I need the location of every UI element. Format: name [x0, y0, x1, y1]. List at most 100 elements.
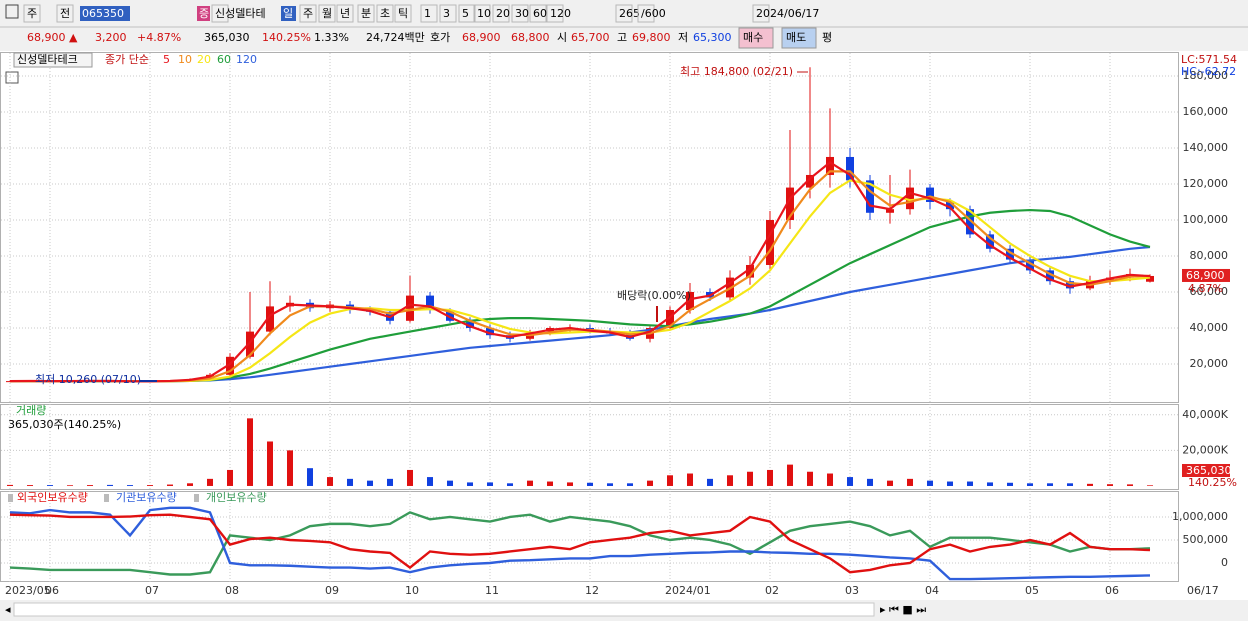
x-tick-label: 02 [765, 584, 779, 597]
y-tick-label: 1,000,000 [1172, 510, 1228, 523]
table-icon[interactable] [5, 71, 19, 84]
toolbar-item[interactable]: 265 [619, 7, 640, 20]
legend-box [13, 52, 93, 68]
quote-item[interactable]: 매도 [786, 31, 806, 44]
quote-item: 68,900 ▲ [27, 31, 78, 44]
scroll-left[interactable]: ◂ [5, 603, 11, 616]
toolbar-button [357, 4, 375, 23]
volume-bar [107, 484, 113, 486]
quote-item: 저 [678, 31, 688, 44]
annotation-dividend: 배당락(0.00%) [617, 289, 691, 302]
volume-bar [727, 475, 733, 486]
last-price-box [1182, 268, 1230, 282]
y-tick-label: 80,000 [1190, 249, 1229, 262]
series-line [9, 506, 1151, 581]
candle-body [1146, 275, 1154, 282]
toolbar-item[interactable]: 3 [443, 7, 450, 20]
volume-bar [7, 484, 13, 486]
toolbar-button [473, 4, 491, 23]
volume-bar [287, 450, 293, 486]
toolbar-item[interactable]: 60 [533, 7, 547, 20]
toolbar-button [752, 4, 770, 23]
toolbar-item[interactable]: 분 [361, 7, 371, 20]
volume-bar [327, 477, 333, 486]
window-icon[interactable] [5, 4, 19, 19]
toolbar-item[interactable]: 신성델타테 [215, 7, 266, 20]
toolbar-item[interactable]: 10 [477, 7, 491, 20]
volume-bar [407, 469, 413, 486]
toolbar-item[interactable]: 주 [27, 7, 37, 20]
quote-item[interactable]: 매수 [743, 31, 763, 44]
volume-bar [747, 471, 753, 486]
toolbar-button [299, 4, 317, 23]
y-tick-label: 180,000 [1183, 69, 1229, 82]
volume-bar [787, 464, 793, 486]
y-tick-label: 40,000K [1182, 408, 1228, 421]
toolbar-item[interactable]: 30 [515, 7, 529, 20]
legend-entry: 10 [178, 53, 192, 66]
last-change: 4.87% [1188, 282, 1223, 295]
candle-body [406, 295, 414, 321]
toolbar-item[interactable]: 초 [380, 7, 390, 20]
x-tick-label: 06 [1105, 584, 1119, 597]
volume-bar [167, 484, 173, 486]
toolbar-item[interactable]: 년 [340, 7, 350, 20]
toolbar-button [23, 4, 41, 23]
x-tick-label: 10 [405, 584, 419, 597]
legend-swatch [8, 494, 13, 502]
x-tick-label: 11 [485, 584, 499, 597]
date-label: 06/17 [1187, 584, 1219, 597]
legend-entry: 개인보유수량 [206, 491, 267, 504]
volume-subtitle: 365,030주(140.25%) [8, 418, 121, 431]
y-tick-label: 20,000K [1182, 443, 1228, 456]
legend-entry: 60 [217, 53, 231, 66]
toolbar-item[interactable]: 틱 [398, 7, 408, 20]
quote-item: 1.33% [314, 31, 349, 44]
legend-entry: 기관보유수량 [116, 491, 177, 504]
volume-bar [887, 480, 893, 486]
toolbar-item[interactable]: 전 [60, 7, 70, 20]
candle-body [1026, 259, 1034, 271]
quote-item: 고 [617, 31, 627, 44]
last-price: 68,900 [1186, 269, 1225, 282]
scroll-controls[interactable]: ▸ ⏮ ■ ⏭ [880, 603, 926, 616]
legend-name: 신성델타테크 [17, 53, 78, 66]
volume-bar [147, 485, 153, 486]
volume-bar [87, 485, 93, 486]
toolbar-box [281, 6, 296, 21]
quote-item: 140.25% [262, 31, 311, 44]
quote-item: 68,900 [462, 31, 501, 44]
y-tick-label: 120,000 [1183, 177, 1229, 190]
toolbar-item[interactable]: 월 [322, 7, 332, 20]
volume-bar [927, 480, 933, 486]
annotation-low: 최저 10,260 (07/10) [35, 373, 141, 386]
toolbar-item[interactable]: 20 [496, 7, 510, 20]
x-tick-label: 03 [845, 584, 859, 597]
annotation-high: 최고 184,800 (02/21) [680, 65, 793, 78]
toolbar-item[interactable]: 1 [424, 7, 431, 20]
candle-body [766, 219, 774, 265]
volume-bar [667, 475, 673, 486]
volume-bar [907, 478, 913, 486]
toolbar-item[interactable]: 120 [550, 7, 571, 20]
y-tick-label: 160,000 [1183, 105, 1229, 118]
legend-ma-label: 종가 단순 [105, 53, 149, 66]
toolbar-item[interactable]: 일 [283, 6, 293, 20]
volume-bar [947, 481, 953, 486]
toolbar-item[interactable]: /600 [641, 7, 666, 20]
y-tick-label: 0 [1221, 556, 1228, 569]
candle-body [746, 264, 754, 278]
candle-body [906, 187, 914, 210]
volume-bar [1007, 482, 1013, 486]
candle-body [686, 291, 694, 310]
x-tick-label: 12 [585, 584, 599, 597]
volume-bar [547, 481, 553, 486]
toolbar-item[interactable]: 2024/06/17 [756, 7, 819, 20]
candle-body [866, 180, 874, 213]
toolbar-item[interactable]: 증 [199, 7, 209, 20]
toolbar-item[interactable]: 065350 [82, 7, 124, 20]
toolbar-item[interactable]: 5 [462, 7, 469, 20]
toolbar-item[interactable]: 주 [303, 7, 313, 20]
trade-button [738, 27, 774, 49]
candle-body [266, 306, 274, 332]
